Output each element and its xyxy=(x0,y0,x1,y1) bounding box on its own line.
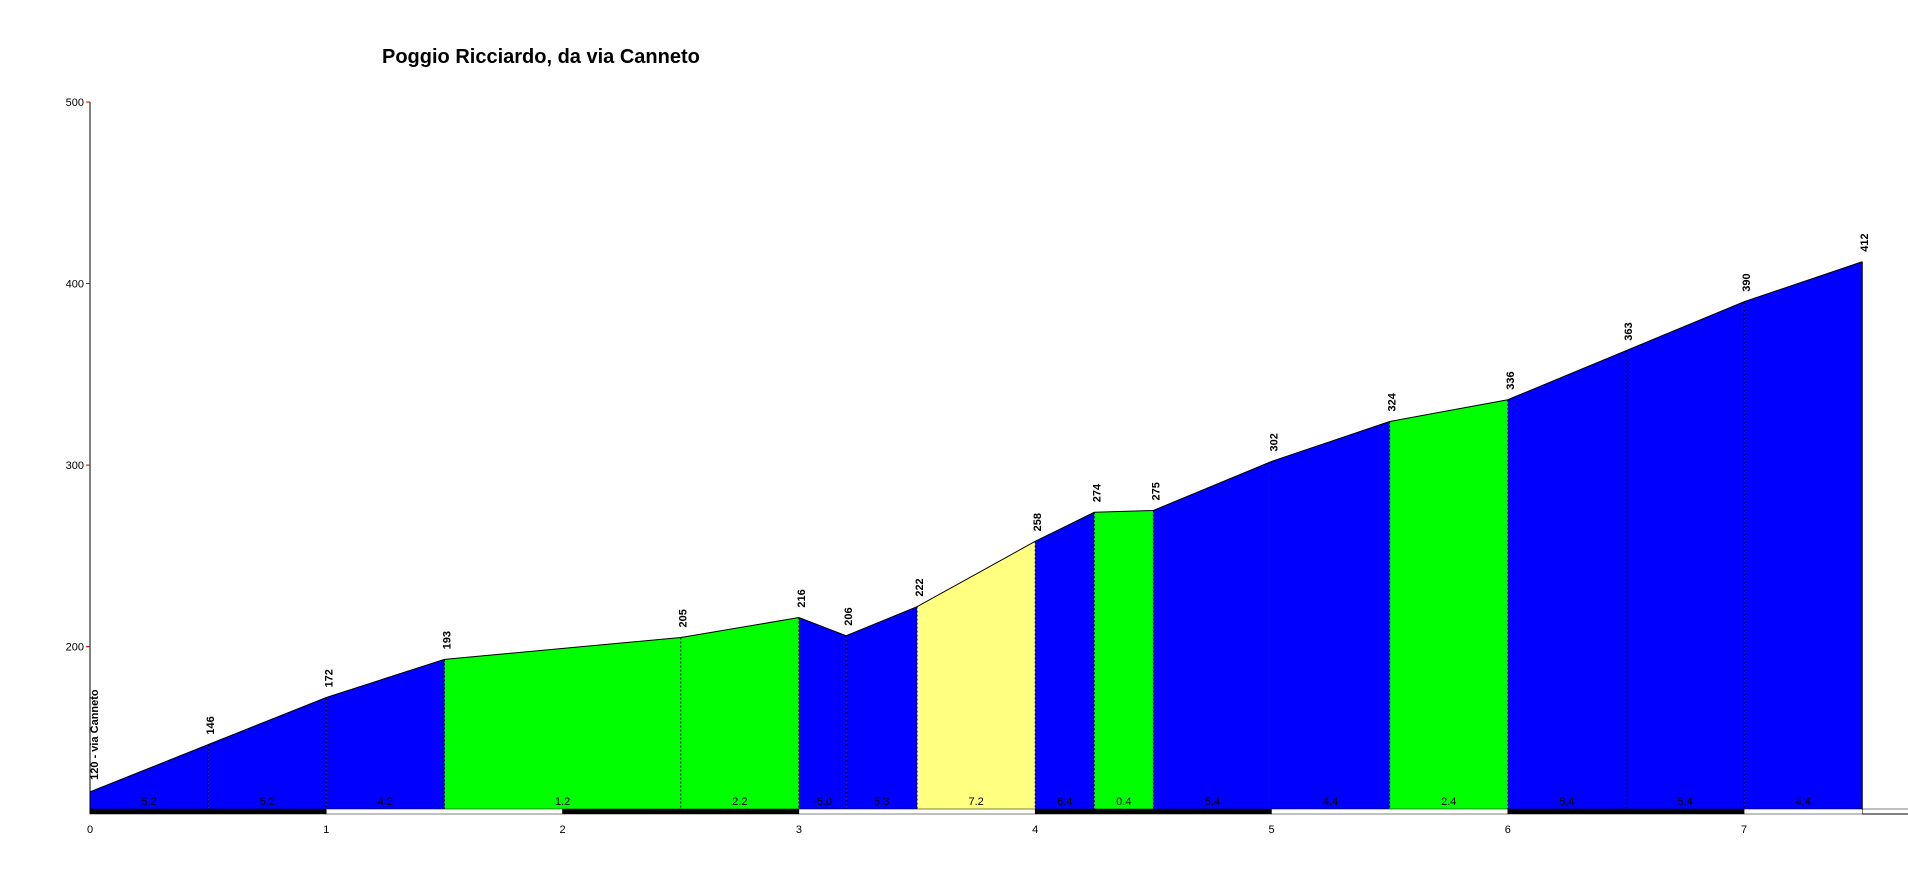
profile-line xyxy=(89,261,1863,793)
elevation-label: 258 xyxy=(1032,513,1044,531)
gradient-label: 5.4 xyxy=(1677,796,1692,808)
gradient-label: 2.4 xyxy=(1441,796,1456,808)
distance-bar-segment xyxy=(562,808,800,815)
distance-bar-segment xyxy=(1034,808,1272,815)
elevation-label: 363 xyxy=(1623,322,1635,340)
chart-title: Poggio Ricciardo, da via Canneto xyxy=(382,46,700,68)
y-tick-label: 300 xyxy=(66,460,84,472)
x-tick-label: 0 xyxy=(87,824,93,836)
elevation-label: 222 xyxy=(914,578,926,596)
profile-outline xyxy=(89,261,1863,810)
elevation-label: 275 xyxy=(1150,482,1162,500)
elevation-label: 390 xyxy=(1741,273,1753,291)
profile-areas xyxy=(90,261,1863,810)
profile-segment xyxy=(1035,512,1095,810)
distance-bar-segment xyxy=(1743,808,1863,815)
gradient-label: 1.2 xyxy=(555,796,570,808)
elevation-label: 146 xyxy=(205,716,217,734)
elevation-label: 412 xyxy=(1859,233,1871,251)
gradient-label: 5.4 xyxy=(1559,796,1574,808)
gradient-labels: 5.2 5.2 4.2 1.2 2.2 -5.0 5.3 7.2 6.4 0.4 5.4 4.4 2.4… xyxy=(141,796,1810,808)
distance-bar xyxy=(89,808,1908,815)
x-tick-label: 7 xyxy=(1741,824,1747,836)
gradient-label: 4.4 xyxy=(1796,796,1811,808)
elevation-label: 172 xyxy=(323,669,335,687)
profile-segment xyxy=(1507,350,1626,810)
gradient-label: 7.2 xyxy=(968,796,983,808)
gradient-label: 5.2 xyxy=(260,796,275,808)
x-tick-label: 2 xyxy=(560,824,566,836)
x-tick-label: 6 xyxy=(1505,824,1511,836)
gradient-label: 4.2 xyxy=(378,796,393,808)
gradient-label: 5.3 xyxy=(874,796,889,808)
profile-segment xyxy=(90,744,209,810)
distance-bar-segment xyxy=(89,808,327,815)
x-tick-label: 1 xyxy=(323,824,329,836)
elevation-label: 193 xyxy=(441,631,453,649)
gradient-label: -5.0 xyxy=(813,796,832,808)
gradient-label: 5.4 xyxy=(1205,796,1220,808)
elevation-label: 274 xyxy=(1091,483,1103,502)
profile-segment xyxy=(326,659,445,810)
gradient-label: 4.4 xyxy=(1323,796,1338,808)
y-tick-label: 500 xyxy=(66,97,84,109)
axes: 200 300 400 500 0 1 2 3 4 5 6 7 xyxy=(66,97,1748,836)
profile-segment xyxy=(846,606,918,810)
elevation-label: 216 xyxy=(796,589,808,607)
profile-segment xyxy=(1094,510,1154,810)
elevation-label: 336 xyxy=(1505,371,1517,389)
profile-segment xyxy=(1625,301,1745,810)
profile-segment xyxy=(1744,261,1863,810)
profile-segment xyxy=(798,617,847,810)
profile-segment xyxy=(1389,399,1508,810)
profile-segment xyxy=(1153,461,1272,810)
profile-segment xyxy=(680,617,799,810)
elevation-label: 302 xyxy=(1269,433,1281,451)
gradient-label: 0.4 xyxy=(1116,796,1131,808)
distance-bar-segment xyxy=(1507,808,1745,815)
elevation-label: 206 xyxy=(843,607,855,625)
profile-segment xyxy=(1271,421,1390,810)
distance-bar-segment xyxy=(798,808,1036,815)
distance-bar-segment xyxy=(1271,808,1509,815)
elevation-label: 205 xyxy=(678,609,690,627)
segment-dividers xyxy=(207,301,1745,810)
profile-segment xyxy=(208,697,327,810)
profile-segment xyxy=(917,541,1036,810)
gradient-label: 2.2 xyxy=(732,796,747,808)
distance-bar-segment xyxy=(326,808,563,815)
elevation-labels: 120 - via Canneto 146 172 193 205 216 206 222 25… xyxy=(89,233,1871,779)
x-tick-label: 5 xyxy=(1268,824,1274,836)
gradient-label: 6.4 xyxy=(1057,796,1072,808)
y-tick-label: 200 xyxy=(66,642,84,654)
elevation-label: 324 xyxy=(1387,392,1399,411)
elevation-label: 120 - via Canneto xyxy=(89,689,101,780)
x-tick-label: 3 xyxy=(796,824,802,836)
gradient-label: 5.2 xyxy=(141,796,156,808)
y-tick-label: 400 xyxy=(66,279,84,291)
profile-segment xyxy=(444,637,681,810)
x-tick-label: 4 xyxy=(1032,824,1038,836)
